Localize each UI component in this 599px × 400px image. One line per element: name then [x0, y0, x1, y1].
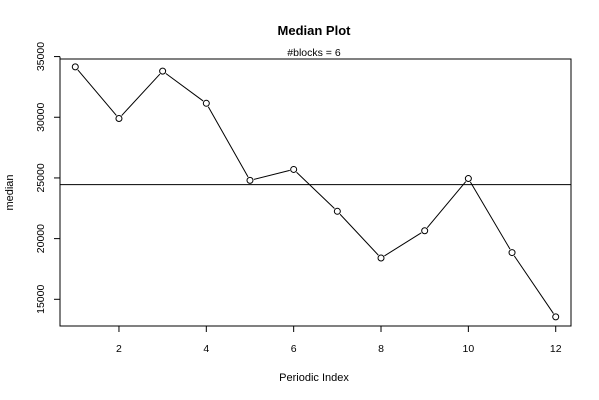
y-tick-label: 15000: [35, 285, 47, 314]
data-point: [333, 207, 341, 215]
data-point: [464, 175, 472, 183]
data-point: [115, 114, 123, 122]
data-point: [159, 67, 167, 75]
x-axis: 2 4 6 8 10 12: [116, 325, 562, 355]
data-point: [246, 176, 254, 184]
x-tick-label: 6: [291, 343, 297, 355]
y-tick-label: 20000: [35, 224, 47, 253]
data-point: [71, 63, 79, 71]
y-axis: 15000 20000 25000 30000 35000: [35, 42, 61, 314]
data-point: [552, 313, 560, 321]
y-tick-label: 25000: [35, 163, 47, 192]
x-tick-label: 12: [550, 343, 562, 355]
median-points: [71, 63, 560, 321]
x-axis-label: Periodic Index: [279, 372, 349, 384]
y-tick-label: 30000: [35, 102, 47, 131]
y-tick-label: 35000: [35, 42, 47, 71]
median-series-line: [77, 69, 554, 314]
data-point: [202, 99, 210, 107]
x-tick-label: 4: [203, 343, 209, 355]
data-point: [377, 254, 385, 262]
x-tick-label: 2: [116, 343, 122, 355]
x-tick-label: 8: [378, 343, 384, 355]
data-point: [508, 249, 516, 257]
data-point: [290, 165, 298, 173]
x-tick-label: 10: [463, 343, 475, 355]
y-axis-label: median: [4, 174, 16, 210]
data-point: [421, 227, 429, 235]
chart-subtitle: #blocks = 6: [287, 47, 341, 59]
chart-title: Median Plot: [278, 23, 352, 38]
